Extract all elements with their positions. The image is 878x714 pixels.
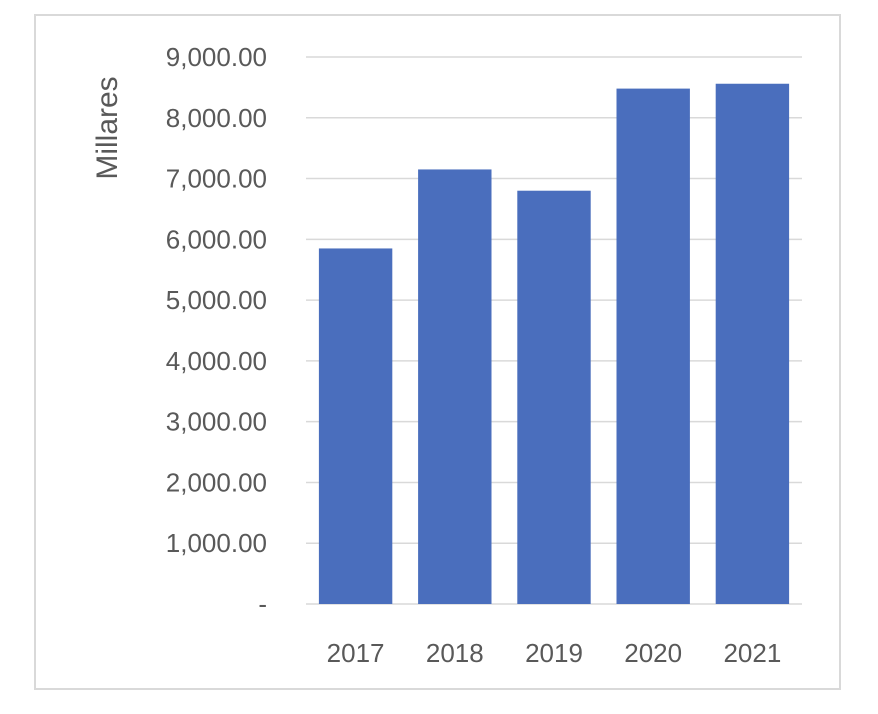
y-tick-label: 6,000.00 bbox=[166, 224, 267, 254]
y-tick-label: 8,000.00 bbox=[166, 103, 267, 133]
y-axis-title: Millares bbox=[91, 76, 124, 179]
x-tick-label: 2021 bbox=[723, 638, 781, 668]
bar-2017 bbox=[318, 248, 393, 604]
y-tick-label: 1,000.00 bbox=[166, 528, 267, 558]
x-axis-tick-labels: 2017 2018 2019 2020 2021 bbox=[327, 638, 782, 668]
x-tick-label: 2020 bbox=[624, 638, 682, 668]
y-tick-label: 3,000.00 bbox=[166, 407, 267, 437]
x-tick-label: 2017 bbox=[327, 638, 385, 668]
x-tick-label: 2019 bbox=[525, 638, 583, 668]
y-tick-label: 5,000.00 bbox=[166, 285, 267, 315]
bar-2018 bbox=[418, 169, 492, 604]
y-tick-label: 2,000.00 bbox=[166, 467, 267, 497]
bar-2019 bbox=[517, 190, 591, 604]
y-axis-tick-labels: - 1,000.00 2,000.00 3,000.00 4,000.00 5,000.0… bbox=[166, 42, 267, 619]
y-tick-label: - bbox=[258, 589, 267, 619]
y-tick-label: 7,000.00 bbox=[166, 164, 267, 194]
y-tick-label: 9,000.00 bbox=[166, 42, 267, 72]
y-tick-label: 4,000.00 bbox=[166, 346, 267, 376]
bar-2020 bbox=[616, 88, 690, 605]
x-tick-label: 2018 bbox=[426, 638, 484, 668]
bar-2021 bbox=[715, 83, 790, 604]
bars bbox=[318, 83, 790, 605]
